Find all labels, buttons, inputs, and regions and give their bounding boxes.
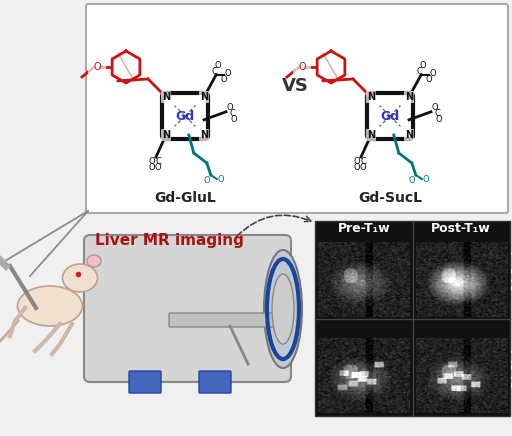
Text: O: O xyxy=(354,157,360,166)
Text: O: O xyxy=(436,115,442,124)
Bar xyxy=(315,221,510,416)
Text: O: O xyxy=(203,177,210,185)
Text: Gd-GluL: Gd-GluL xyxy=(154,191,216,205)
Text: N: N xyxy=(367,130,375,140)
Text: O: O xyxy=(148,163,155,171)
Text: N: N xyxy=(162,130,170,140)
Text: N: N xyxy=(405,130,413,140)
Text: C: C xyxy=(416,68,422,76)
Text: O: O xyxy=(93,62,101,72)
Text: C: C xyxy=(229,109,235,118)
Ellipse shape xyxy=(264,250,302,368)
Text: Gd: Gd xyxy=(176,109,195,123)
Text: C: C xyxy=(434,109,440,118)
Text: O: O xyxy=(298,62,306,72)
Text: O: O xyxy=(225,68,231,78)
Text: O: O xyxy=(409,177,415,185)
Text: O: O xyxy=(432,103,438,112)
Text: O: O xyxy=(231,115,238,124)
Text: O: O xyxy=(354,163,360,171)
Ellipse shape xyxy=(62,264,97,292)
Ellipse shape xyxy=(17,286,82,326)
FancyBboxPatch shape xyxy=(199,371,231,393)
Text: Gd-SucL: Gd-SucL xyxy=(358,191,422,205)
Text: O: O xyxy=(430,68,436,78)
Text: N: N xyxy=(367,92,375,102)
FancyBboxPatch shape xyxy=(84,235,291,382)
FancyBboxPatch shape xyxy=(86,4,508,213)
Text: O: O xyxy=(422,174,429,184)
Text: O: O xyxy=(227,103,233,112)
Text: Post-T₁w: Post-T₁w xyxy=(432,222,491,235)
Text: O: O xyxy=(148,157,155,166)
Text: N: N xyxy=(162,92,170,102)
Ellipse shape xyxy=(272,274,294,344)
FancyBboxPatch shape xyxy=(129,371,161,393)
Text: C: C xyxy=(360,157,366,166)
Text: N: N xyxy=(200,92,208,102)
Text: C: C xyxy=(211,68,217,76)
Text: O: O xyxy=(360,163,366,171)
Text: O: O xyxy=(420,61,426,69)
Ellipse shape xyxy=(87,255,101,267)
Text: O: O xyxy=(221,75,227,84)
Text: N: N xyxy=(405,92,413,102)
Text: VS: VS xyxy=(282,77,308,95)
Text: Pre-T₁w: Pre-T₁w xyxy=(337,222,390,235)
Text: C: C xyxy=(155,157,161,166)
Text: O: O xyxy=(215,61,221,69)
Text: O: O xyxy=(425,75,432,84)
Text: O: O xyxy=(218,174,224,184)
Text: Gd: Gd xyxy=(380,109,399,123)
Text: Liver MR imaging: Liver MR imaging xyxy=(95,234,244,249)
FancyBboxPatch shape xyxy=(169,313,291,327)
Text: O: O xyxy=(155,163,161,171)
Text: N: N xyxy=(200,130,208,140)
